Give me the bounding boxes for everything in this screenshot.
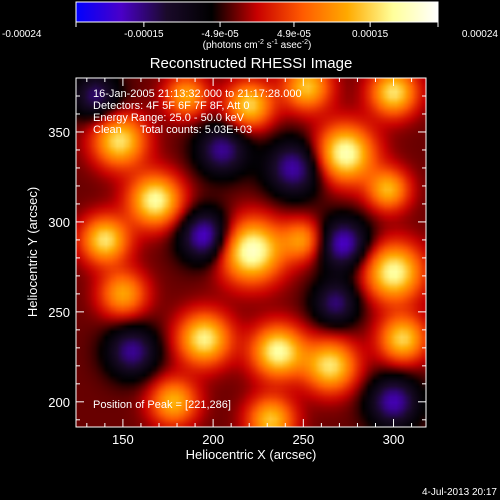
colorbar-tick-label: 4.9e-05 [277,29,311,40]
y-axis-tick-labels: 200 250 300 350 [48,125,70,410]
y-axis-label: Heliocentric Y (arcsec) [25,187,40,317]
heatmap [76,78,426,427]
chart-title: Reconstructed RHESSI Image [150,55,353,72]
x-tick-label: 250 [292,432,314,447]
annotation-time-range: 16-Jan-2005 21:13:32.000 to 21:17:28.000 [93,88,302,100]
x-tick-label: 150 [112,432,134,447]
annotation-energy-range: Energy Range: 25.0 - 50.0 keV [93,112,245,124]
y-axis-ticks [76,95,426,421]
x-axis-ticks [86,78,413,427]
y-tick-label: 300 [48,215,70,230]
annotations: 16-Jan-2005 21:13:32.000 to 21:17:28.000… [93,88,302,411]
footer-timestamp: 4-Jul-2013 20:17 [422,487,497,498]
x-axis-tick-labels: 150 200 250 300 [112,432,404,447]
x-axis-label: Heliocentric X (arcsec) [186,447,317,462]
y-tick-label: 350 [48,125,70,140]
colorbar-frame [75,1,439,23]
heatmap-image [76,78,426,427]
colorbar-gradient [76,2,438,22]
x-tick-label: 300 [383,432,405,447]
colorbar-tick-label: -0.00015 [124,29,164,40]
colorbar-tick-label: 0.00015 [352,29,389,40]
x-tick-label: 200 [202,432,224,447]
annotation-detectors: Detectors: 4F 5F 6F 7F 8F, Att 0 [93,100,250,112]
y-tick-label: 200 [48,395,70,410]
annotation-clean-counts: Clean Total counts: 5.03E+03 [93,124,252,136]
plot-frame [75,77,427,428]
annotation-peak-position: Position of Peak = [221,286] [93,399,231,411]
colorbar-tick-labels: -0.00024 -0.00015 -4.9e-05 4.9e-05 0.00015 0.… [2,29,498,40]
y-tick-label: 250 [48,305,70,320]
colorbar: -0.00024 -0.00015 -4.9e-05 4.9e-05 0.00015 0.… [2,1,498,51]
colorbar-units: (photons cm-2 s-1 asec-2) [203,39,312,51]
colorbar-tick-label: 0.00024 [462,29,499,40]
colorbar-ticks [75,22,439,27]
colorbar-tick-label: -4.9e-05 [201,29,239,40]
colorbar-tick-label: -0.00024 [2,29,42,40]
